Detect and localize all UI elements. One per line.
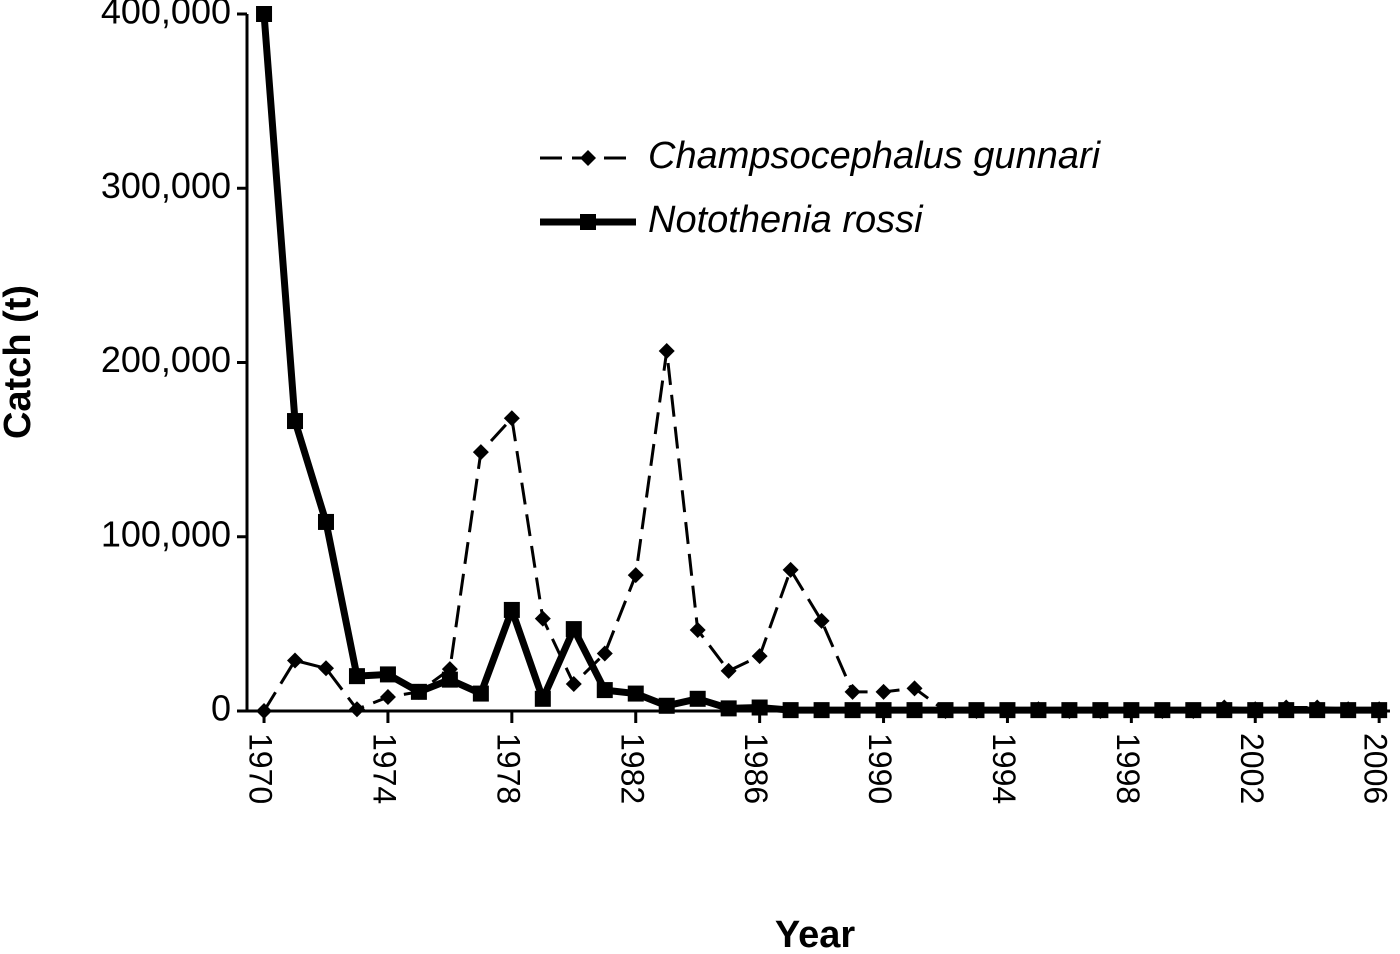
data-point [441, 671, 458, 688]
data-point [751, 648, 768, 665]
data-point [875, 683, 892, 700]
x-tick-label: 1970 [243, 733, 279, 804]
y-tick-label: 0 [211, 688, 231, 729]
data-point [844, 702, 861, 719]
data-point [875, 702, 892, 719]
y-tick-label: 100,000 [101, 513, 231, 554]
data-point [1371, 702, 1388, 719]
data-point [317, 513, 334, 530]
y-tick-label: 400,000 [101, 0, 231, 32]
data-point [1154, 702, 1171, 719]
data-point [999, 702, 1016, 719]
data-point [844, 683, 861, 700]
legend-label: Notothenia rossi [648, 199, 924, 241]
x-tick-label: 1986 [738, 733, 774, 804]
data-point [720, 700, 737, 717]
data-point [689, 690, 706, 707]
data-point [782, 561, 799, 578]
data-point [287, 413, 304, 430]
data-point [937, 702, 954, 719]
data-point [256, 6, 273, 22]
data-point [379, 666, 396, 683]
legend-marker [580, 150, 596, 166]
data-point [782, 702, 799, 719]
data-point [379, 689, 396, 706]
data-point [1247, 702, 1264, 719]
data-point [410, 683, 427, 700]
data-point [1278, 702, 1295, 719]
data-point [534, 610, 551, 627]
x-axis-label: Year [775, 914, 856, 954]
data-point [627, 685, 644, 702]
data-point [565, 675, 582, 692]
data-point [813, 612, 830, 629]
data-point [1061, 702, 1078, 719]
data-point [472, 444, 489, 461]
data-point [348, 701, 365, 718]
data-point [906, 680, 923, 697]
series-line [262, 349, 1380, 713]
data-point [472, 685, 489, 702]
data-point [1123, 702, 1140, 719]
data-point [1030, 702, 1047, 719]
series-line [260, 13, 1380, 714]
data-point [1185, 702, 1202, 719]
data-point [565, 621, 582, 638]
data-point [256, 703, 273, 719]
data-point [658, 697, 675, 714]
data-point [1340, 702, 1357, 719]
data-point [689, 621, 706, 638]
data-point [627, 567, 644, 584]
data-point [658, 342, 675, 359]
x-tick-label: 1974 [366, 733, 402, 804]
legend-label: Champsocephalus gunnari [648, 135, 1102, 177]
x-tick-label: 1990 [862, 733, 898, 804]
data-point [317, 660, 334, 677]
data-point [1309, 702, 1326, 719]
data-point [503, 601, 520, 618]
data-point [751, 699, 768, 716]
x-tick-label: 2002 [1234, 733, 1270, 804]
x-tick-label: 1982 [614, 733, 650, 804]
data-point [534, 690, 551, 707]
data-point [1092, 702, 1109, 719]
y-axis-label: Catch (t) [0, 285, 39, 439]
x-tick-label: 1998 [1110, 733, 1146, 804]
data-point [968, 702, 985, 719]
x-tick-label: 1994 [986, 733, 1022, 804]
data-point [813, 702, 830, 719]
data-point [348, 668, 365, 685]
data-point [906, 702, 923, 719]
data-point [596, 645, 613, 662]
x-tick-label: 2006 [1358, 733, 1394, 804]
data-point [287, 652, 304, 669]
data-point [596, 682, 613, 699]
y-tick-label: 200,000 [101, 339, 231, 380]
data-point [1216, 702, 1233, 719]
x-tick-label: 1978 [490, 733, 526, 804]
data-point [720, 662, 737, 679]
legend-marker [580, 214, 596, 230]
y-tick-label: 300,000 [101, 165, 231, 206]
data-point [503, 410, 520, 427]
